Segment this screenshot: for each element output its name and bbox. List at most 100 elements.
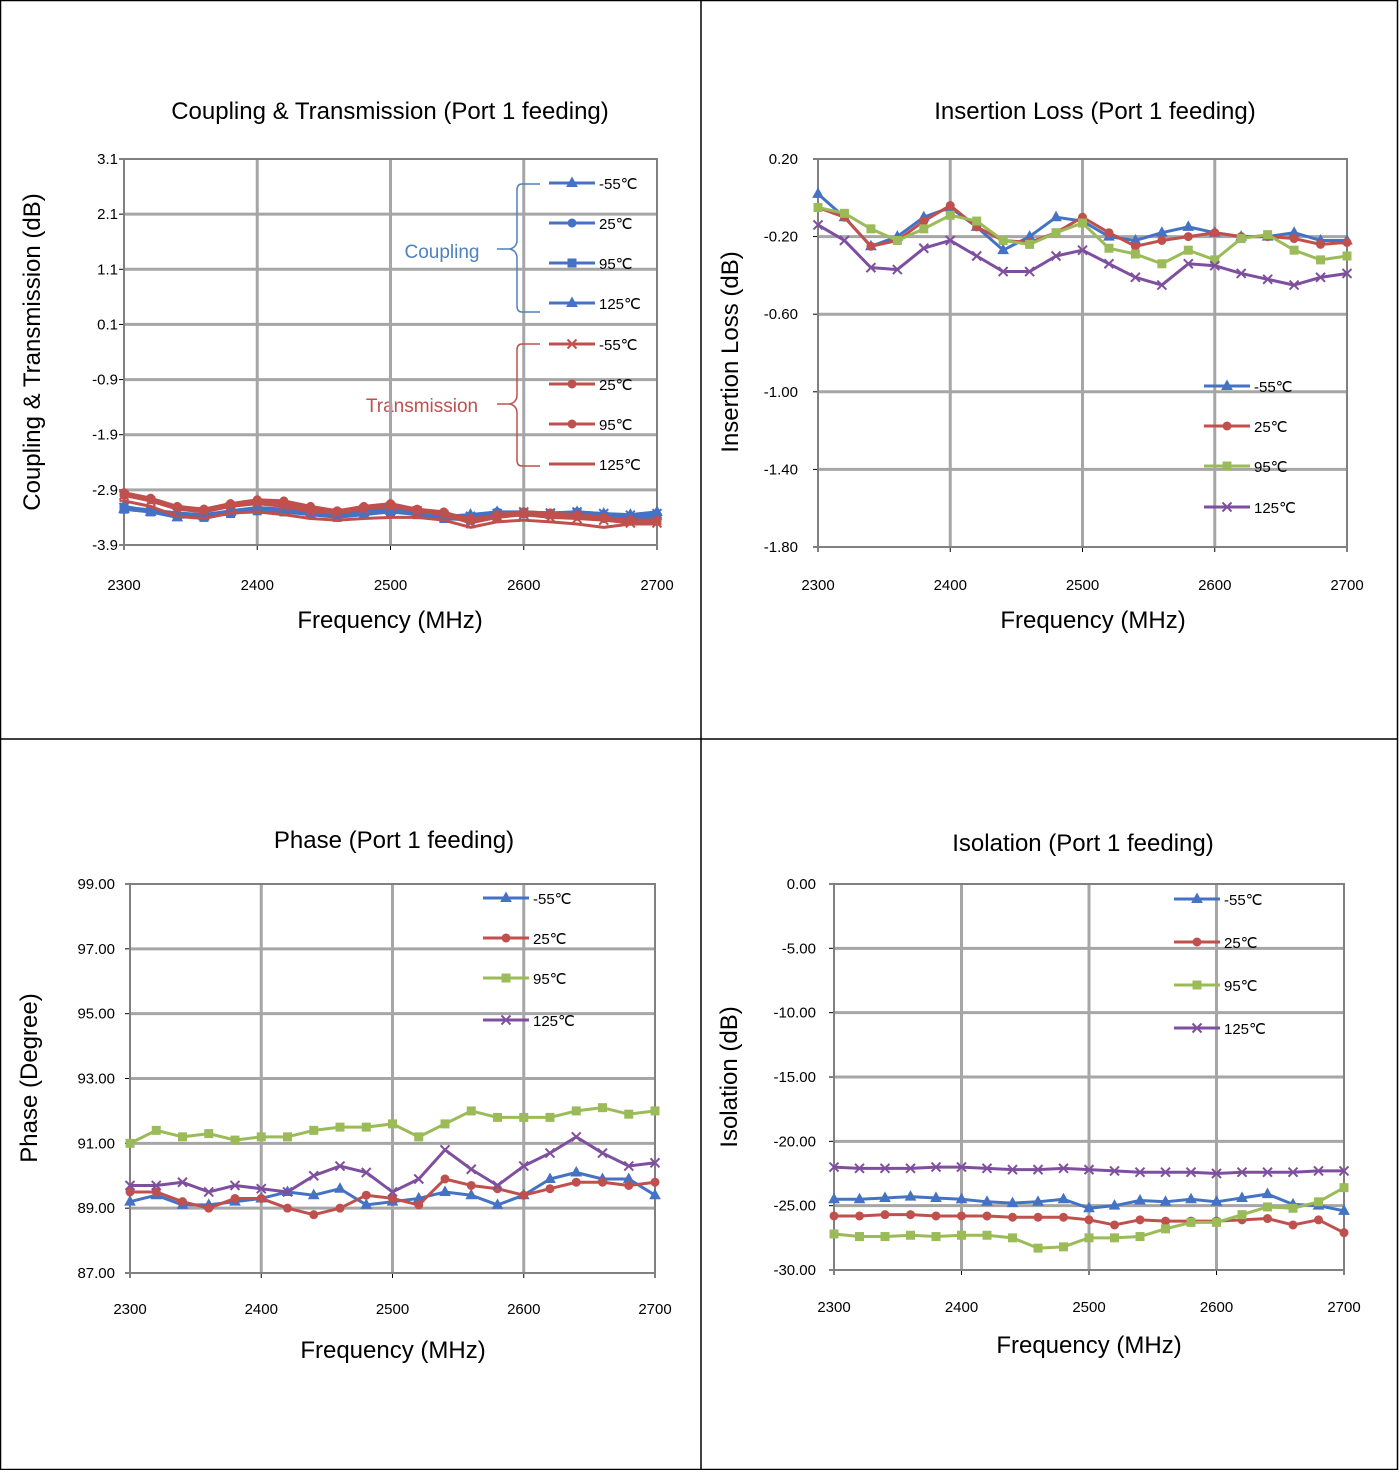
data-point — [519, 1112, 529, 1122]
y-tick-label: -15.00 — [773, 1069, 816, 1086]
data-point — [545, 1112, 555, 1122]
legend-marker — [566, 338, 578, 350]
series-7 — [119, 499, 662, 529]
data-point — [981, 1163, 993, 1174]
data-point — [440, 1174, 450, 1184]
data-point — [971, 250, 982, 262]
data-point — [880, 1210, 890, 1220]
data-point — [1316, 239, 1326, 249]
x-tick-label: 2600 — [1200, 1299, 1233, 1316]
data-point — [544, 1147, 556, 1159]
data-point — [1059, 1242, 1068, 1252]
data-point — [839, 235, 850, 246]
legend-label: 25℃ — [533, 931, 567, 948]
data-point — [256, 1132, 266, 1142]
data-point — [828, 1192, 840, 1204]
data-point — [361, 1167, 372, 1178]
data-point — [982, 1211, 992, 1221]
data-point — [361, 1122, 371, 1132]
data-point — [1288, 1203, 1298, 1213]
data-point — [571, 1177, 581, 1187]
y-tick-label: -5.00 — [782, 940, 816, 957]
legend-marker — [566, 296, 578, 307]
data-point — [146, 495, 156, 505]
y-tick-label: 0.20 — [769, 151, 798, 168]
data-point — [1262, 1167, 1273, 1178]
chart-title: Isolation (Port 1 feeding) — [952, 830, 1213, 857]
legend-marker — [566, 176, 578, 187]
data-point — [178, 1132, 187, 1142]
data-point — [1057, 1192, 1070, 1204]
data-point — [492, 511, 502, 521]
data-point — [465, 514, 475, 524]
x-tick-label: 2600 — [507, 1301, 540, 1318]
y-tick-label: 99.00 — [77, 876, 115, 893]
data-point — [308, 1170, 319, 1181]
data-point — [439, 1144, 451, 1156]
data-point — [230, 1193, 240, 1203]
legend: -55℃ 25℃ 95℃ 125℃ -55℃ 25℃ 95℃ 125℃ — [497, 176, 641, 474]
data-point — [1338, 1165, 1350, 1177]
data-point — [226, 499, 236, 509]
y-tick-label: -1.80 — [764, 539, 798, 556]
data-point — [879, 1163, 891, 1174]
data-point — [1338, 1204, 1350, 1215]
data-point — [124, 1195, 136, 1206]
y-tick-label: 91.00 — [77, 1135, 115, 1152]
data-point — [571, 1131, 582, 1143]
data-point — [955, 1192, 968, 1204]
data-point — [906, 1210, 915, 1220]
data-point — [1032, 1195, 1044, 1206]
data-point — [334, 1182, 346, 1193]
data-point — [1289, 234, 1299, 244]
data-point — [892, 264, 903, 275]
data-point — [931, 1211, 941, 1221]
series-2 — [813, 203, 1352, 269]
data-point — [1212, 1217, 1221, 1227]
data-point — [1161, 1216, 1170, 1226]
data-point — [125, 1187, 135, 1197]
y-axis-title: Isolation (dB) — [716, 1006, 743, 1147]
data-point — [1236, 1167, 1248, 1178]
legend-marker — [1221, 379, 1233, 390]
data-point — [1058, 1163, 1069, 1174]
data-point — [1104, 228, 1114, 238]
data-point — [1108, 1199, 1121, 1210]
data-point — [1083, 1201, 1095, 1213]
data-point — [335, 1203, 345, 1213]
data-point — [544, 1172, 556, 1183]
data-point — [440, 1119, 450, 1129]
chart-title: Phase (Port 1 feeding) — [274, 827, 514, 854]
data-point — [283, 1132, 292, 1142]
data-point — [930, 1191, 942, 1202]
data-point — [1183, 245, 1193, 255]
data-point — [571, 1106, 581, 1116]
x-tick-label: 2400 — [934, 577, 967, 594]
data-point — [945, 201, 955, 211]
y-tick-label: -10.00 — [773, 1005, 816, 1022]
data-point — [855, 1211, 864, 1221]
data-point — [650, 1106, 660, 1116]
data-point — [865, 262, 877, 273]
data-point — [1314, 1197, 1323, 1207]
data-point — [414, 1200, 424, 1210]
legend-marker — [1221, 501, 1233, 513]
data-point — [545, 510, 555, 520]
data-point — [545, 1184, 555, 1194]
data-point — [361, 1190, 371, 1200]
series-1 — [829, 1210, 1349, 1238]
data-point — [1157, 235, 1167, 245]
data-point — [853, 1192, 866, 1204]
data-point — [1182, 220, 1195, 231]
plot-area-border — [123, 158, 658, 546]
data-point — [812, 219, 824, 231]
data-point — [1183, 258, 1194, 269]
data-point — [1341, 268, 1353, 279]
data-point — [360, 1198, 373, 1209]
data-point — [388, 1119, 397, 1129]
x-tick-label: 2400 — [241, 577, 274, 594]
series-2 — [125, 1103, 660, 1148]
legend-label: 125℃ — [533, 1013, 575, 1030]
legend: -55℃ 25℃ 95℃ 125℃ — [483, 891, 575, 1030]
data-point — [466, 1164, 477, 1175]
